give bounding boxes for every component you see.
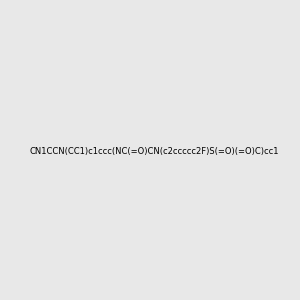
Text: CN1CCN(CC1)c1ccc(NC(=O)CN(c2ccccc2F)S(=O)(=O)C)cc1: CN1CCN(CC1)c1ccc(NC(=O)CN(c2ccccc2F)S(=O… <box>29 147 278 156</box>
